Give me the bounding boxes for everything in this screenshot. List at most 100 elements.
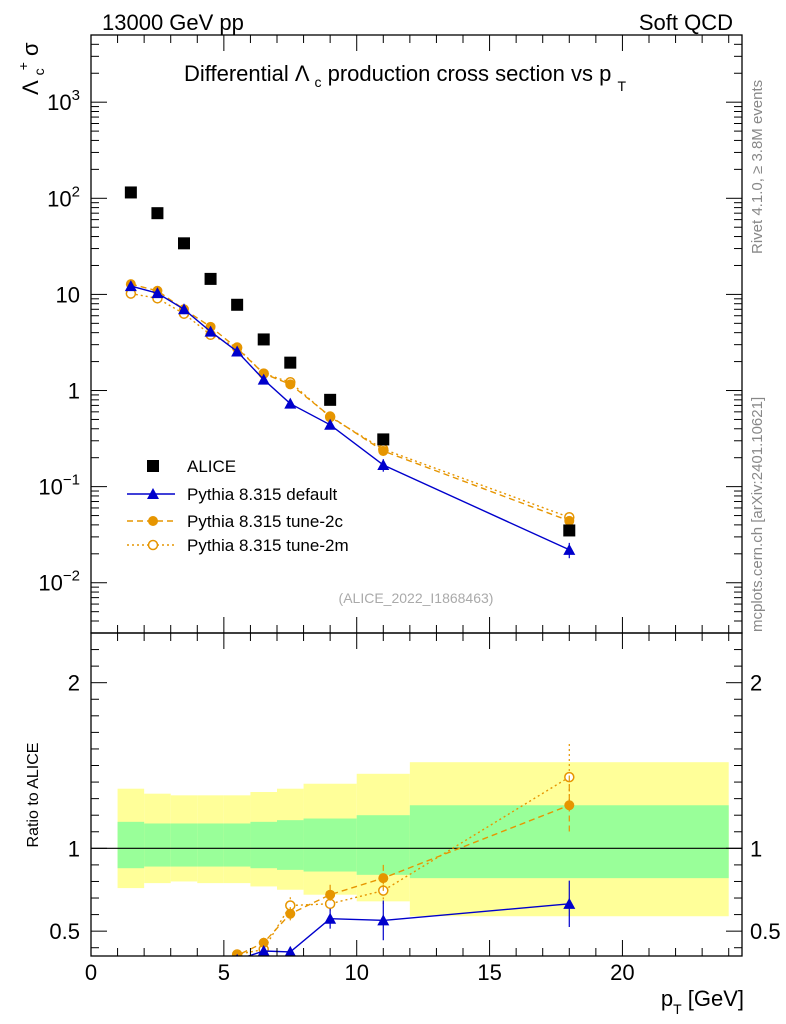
main-line [130,292,570,518]
ratio-band-inner [197,823,224,867]
main-point [284,397,297,409]
ratio-band-inner [144,823,171,867]
ratio-ytick-label-right: 0.5 [750,919,781,944]
ratio-point [378,873,389,884]
main-point [324,393,337,406]
process-label: Soft QCD [639,10,733,35]
ratio-line [233,776,570,956]
main-series-pythia-8-315-default [124,280,576,559]
main-ytick-label: 10 [56,282,80,307]
main-yticklabels: 10−2 10−1 1 10 102 103 [38,87,80,596]
main-point [204,272,217,285]
xtick-label: 5 [218,960,230,985]
ratio-band-inner [277,820,304,870]
ratio-band-inner [250,821,277,869]
ratio-point [564,800,575,811]
title-pt-sub: T [617,78,626,94]
main-point [231,345,244,357]
svg-text:Λ c +: Λ c + σ [8,42,49,95]
main-point [325,411,336,422]
ratio-ytick-label: 2 [68,671,80,696]
main-point [377,433,390,446]
main-point [563,543,576,555]
title-middle: production cross section vs p [328,61,612,86]
ylabel-sub: c [31,68,47,75]
legend-marker-alice [147,460,159,472]
x-axis-label: pT [GeV] [661,986,744,1017]
ratio-band-inner [170,823,198,867]
main-point [124,280,137,292]
legend-marker-tune-2c [148,516,158,526]
main-point [377,458,390,470]
main-point [284,356,297,369]
legend-marker-tune-2m [147,539,159,551]
main-point [151,207,164,220]
ratio-point [285,908,296,919]
main-ytick-label: 103 [47,87,80,115]
main-point [204,325,217,337]
ratio-ylabel: Ratio to ALICE [25,743,42,848]
title-lambda-sub: c [315,74,322,90]
main-ytick-label: 10−2 [38,568,80,596]
xtick-label: 10 [344,960,368,985]
legend-label-default: Pythia 8.315 default [187,485,338,504]
title-prefix: Differential [184,61,289,86]
ratio-series-pythia-8-315-tune-2c [231,775,575,956]
legend-marker-default [147,488,159,499]
ratio-ytick-label: 1 [68,836,80,861]
ratio-yticklabels: 0.5 0.5 1 1 2 2 [49,671,780,944]
main-point [257,333,270,346]
ylabel-suffix: σ [18,42,43,56]
main-point [178,237,190,250]
main-point [151,287,164,299]
legend-label-alice: ALICE [187,457,236,476]
main-line [130,283,570,522]
ratio-point [257,945,270,956]
ylabel-sup: + [15,62,31,70]
ratio-point [258,937,269,948]
main-point [378,445,389,456]
ratio-ticks [90,632,742,956]
ratio-point [563,897,576,909]
main-ytick-label: 102 [47,183,80,211]
ratio-series [231,743,576,956]
main-line [130,285,570,551]
main-point [563,524,576,537]
main-panel: Differential Λ c production cross sectio… [8,34,743,634]
ylabel-lambda: Λ [18,80,43,95]
main-ytick-label: 10−1 [38,472,80,500]
collision-label: 13000 GeV pp [102,10,244,35]
rivet-version-label: Rivet 4.1.0, ≥ 3.8M events [749,80,766,254]
ratio-line [231,804,570,956]
xtick-label: 15 [477,960,501,985]
main-point [285,379,296,390]
main-ytick-label: 1 [68,379,80,404]
main-point [257,373,270,385]
main-series-alice [124,186,576,537]
ratio-panel: 0.5 0.5 1 1 2 2 0 5 10 15 20 Ratio to ALICE [25,632,781,985]
legend-label-tune-2m: Pythia 8.315 tune-2m [187,536,349,555]
ratio-point [284,945,296,956]
ratio-band-inner [303,818,357,872]
ratio-ytick-label: 0.5 [49,919,80,944]
ratio-bands [117,762,729,917]
main-point [178,303,190,315]
xtick-label: 0 [85,960,97,985]
ratio-point [325,889,336,900]
title-lambda: Λ [295,61,310,86]
main-point [324,418,337,430]
plot-title: Differential Λ c production cross sectio… [184,61,626,94]
legend: ALICE Pythia 8.315 default Pythia 8.315 … [127,457,349,555]
ratio-series-clipped [231,743,576,956]
main-series [124,186,576,559]
main-point [231,298,244,311]
xtick-label: 20 [610,960,634,985]
ratio-frame [90,632,743,957]
main-point [124,186,137,199]
ratio-band-inner [223,823,251,867]
ratio-point [232,950,243,956]
legend-label-tune-2c: Pythia 8.315 tune-2c [187,512,343,531]
main-ylabel: Λ c + σ [8,42,49,95]
main-ticks [90,34,742,634]
